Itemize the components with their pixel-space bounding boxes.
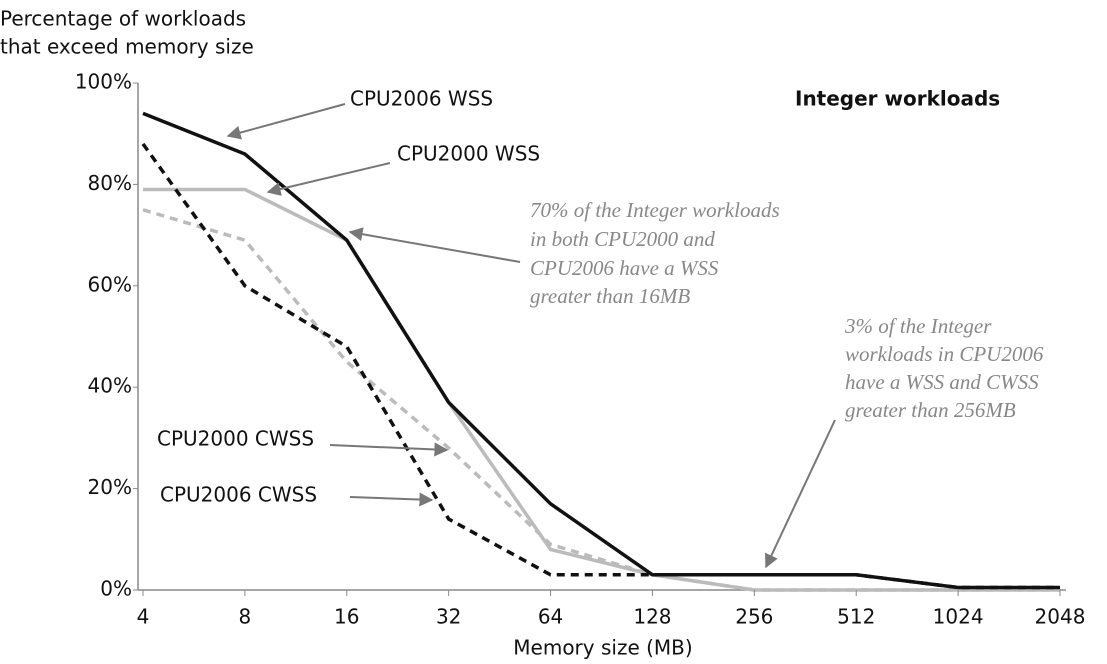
arrow [266,162,391,196]
annotation: 3% of the Integer [844,314,992,338]
x-tick-label: 16 [334,605,359,629]
x-tick-label: 8 [239,605,252,629]
series-label: CPU2006 CWSS [160,483,317,507]
x-tick-label: 64 [538,605,563,629]
x-tick-label: 512 [837,605,875,629]
annotation: workloads in CPU2006 [845,342,1044,366]
series-label: CPU2000 CWSS [157,427,314,451]
x-tick-label: 1024 [933,605,984,629]
x-tick-label: 128 [633,605,671,629]
annotation: CPU2006 have a WSS [530,256,719,280]
annotation: greater than 256MB [845,398,1016,422]
y-axis-label: that exceed memory size [0,35,254,59]
y-tick-label: 60% [88,272,132,296]
y-tick-label: 40% [88,374,132,398]
annotation: greater than 16MB [530,284,690,308]
y-tick-label: 100% [75,70,132,94]
y-tick-label: 20% [88,475,132,499]
annotation: 70% of the Integer workloads [530,198,780,222]
x-tick-label: 2048 [1035,605,1086,629]
chart-title: Integer workloads [795,87,1000,111]
annotation: have a WSS and CWSS [845,370,1039,394]
series-line [142,111,1060,590]
series-label: CPU2000 WSS [397,142,540,166]
x-tick-label: 4 [137,605,150,629]
series-label: CPU2006 WSS [350,87,493,111]
x-axis-label: Memory size (MB) [513,636,692,660]
arrow [765,419,836,569]
y-axis-label: Percentage of workloads [0,7,246,31]
y-tick-label: 0% [100,577,132,601]
arrow [348,227,521,263]
arrow [329,442,449,457]
x-tick-label: 256 [735,605,773,629]
series-line [142,208,1060,592]
annotation: in both CPU2000 and [530,227,715,251]
arrow [349,492,434,507]
arrow [226,103,346,140]
x-tick-label: 32 [436,605,461,629]
y-tick-label: 80% [88,171,132,195]
